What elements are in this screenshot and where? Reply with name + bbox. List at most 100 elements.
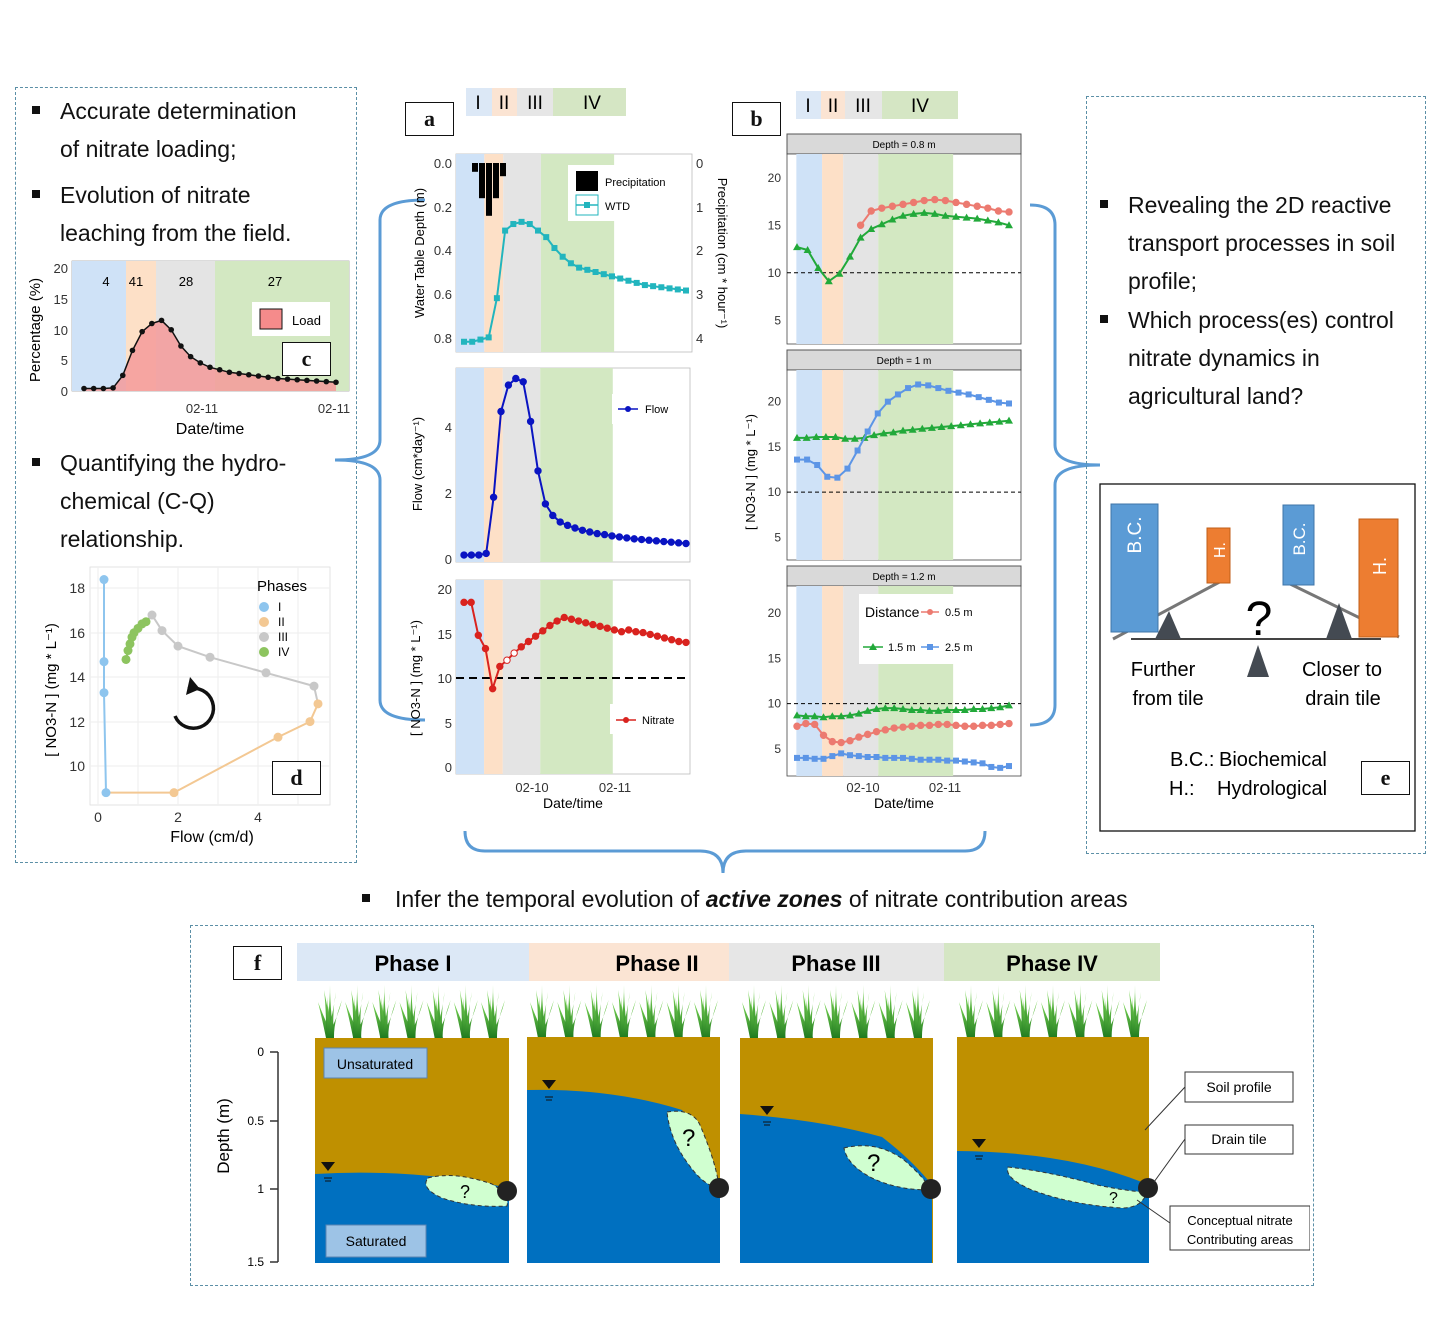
facet-title: Depth = 1.2 m — [872, 572, 935, 583]
bottom-bullet-emphasis: active zones — [705, 886, 843, 912]
facet-series-point — [890, 704, 899, 712]
facet-series-point — [838, 750, 845, 757]
wtd-point — [633, 279, 640, 286]
left-bracket — [334, 198, 426, 722]
y-tick: 20 — [54, 261, 68, 276]
panel-b-phase-header: I II III IV — [796, 91, 958, 119]
facet-series-point — [863, 706, 872, 714]
facet-series-point — [907, 705, 916, 713]
facet-series-point — [944, 757, 951, 764]
load-area — [84, 320, 336, 391]
grass-blade — [453, 1002, 470, 1038]
grass-blade — [824, 1002, 840, 1038]
wtd-point — [502, 227, 509, 234]
legend-point-phase — [259, 647, 269, 657]
load-point — [187, 353, 194, 360]
caption-left: Further — [1131, 659, 1196, 681]
facet-series-point — [978, 721, 987, 730]
grass-blade — [912, 990, 922, 1038]
nitrate-point — [675, 637, 683, 646]
facet-series-point — [908, 425, 917, 433]
grass-blade — [432, 990, 443, 1038]
flow-point — [534, 467, 542, 475]
drain-tile-iv — [1138, 1178, 1158, 1198]
wtd-point — [526, 221, 533, 228]
facet-series-point — [920, 208, 929, 216]
bullet-line: leaching from the field. — [60, 220, 292, 246]
grass-blade — [426, 1002, 443, 1038]
wtd-point — [485, 334, 492, 341]
facet-series-point — [975, 394, 982, 401]
grass-blade — [1013, 1002, 1030, 1038]
grass-blade — [769, 1002, 786, 1038]
flow-point — [623, 534, 631, 542]
legend-label: Precipitation — [605, 177, 666, 189]
grass-blade — [750, 997, 758, 1038]
wtd-point — [641, 282, 648, 289]
load-series — [81, 317, 339, 392]
grass-blade — [620, 1000, 636, 1038]
y-tick: 0.6 — [434, 287, 452, 302]
phase-band — [822, 370, 844, 560]
grass-blade — [563, 990, 574, 1038]
load-point — [275, 375, 281, 382]
y-ticks-right: 0 1 2 3 4 — [696, 156, 703, 346]
legend-label: Nitrate — [642, 715, 674, 727]
grass-blade — [1019, 990, 1030, 1038]
grass-blade — [1076, 997, 1085, 1038]
phase-header-label: III — [527, 93, 543, 114]
y-tick: 1 — [257, 1182, 264, 1196]
grass-blade — [592, 1002, 601, 1038]
facet-series-point — [841, 434, 850, 442]
nitrate-point — [481, 644, 490, 653]
grass-blade — [1095, 1002, 1112, 1038]
facet-series-point — [905, 385, 912, 392]
grass-blade — [672, 990, 683, 1038]
legend-label: 0.5 m — [945, 607, 973, 619]
bar-h-right — [1358, 518, 1399, 638]
grass-blade — [702, 997, 710, 1038]
x-tick: 02-10 — [846, 780, 879, 795]
grass-blade — [324, 990, 334, 1038]
grass-blade — [584, 1002, 601, 1038]
grass-blade — [750, 1000, 766, 1038]
bottom-bullet-post: of nitrate contribution areas — [842, 886, 1128, 912]
point-phase-II — [313, 699, 323, 709]
flow-point — [652, 537, 661, 545]
panel-d-chart: [ NO3-N ] (mg * L⁻¹) 10 12 14 16 18 0 2 … — [43, 566, 331, 846]
y-tick: 0 — [257, 1045, 264, 1059]
callout-soil-profile: Soil profile — [1206, 1079, 1272, 1095]
nitrate-point — [510, 649, 518, 657]
phase-header-iv — [553, 88, 626, 116]
facet-series-point — [793, 722, 801, 730]
wtd-point — [461, 338, 467, 345]
definition-value: Biochemical — [1219, 749, 1327, 771]
facet-series-point — [927, 423, 936, 431]
wtd-point — [658, 284, 665, 291]
grass-blade — [884, 990, 895, 1038]
facet-series-point — [846, 737, 854, 745]
facet-series-point — [888, 215, 897, 223]
facet-series-point — [854, 447, 861, 454]
y-tick: 0 — [445, 760, 452, 775]
phase-title-bar-iv — [944, 943, 1160, 981]
grass-blade — [886, 1002, 895, 1038]
grass-blade — [1049, 1000, 1065, 1038]
facet-series-point — [874, 410, 881, 417]
facet-series-point — [937, 423, 946, 430]
facet-series-point — [850, 434, 859, 442]
phase-pct-label: 28 — [179, 274, 193, 289]
y-tick: 14 — [69, 669, 85, 685]
facet-series-point — [976, 419, 985, 427]
bullet-line: relationship. — [60, 526, 185, 552]
flow-point — [541, 500, 550, 508]
y-ticks: 0 5 10 15 20 — [54, 261, 68, 399]
facet-series-point — [828, 737, 837, 746]
grass-blade — [620, 1002, 628, 1038]
facet-series-point — [793, 243, 801, 251]
facet-series-point — [920, 196, 928, 205]
bc-label: B.C. — [1290, 522, 1309, 555]
flow-point — [645, 536, 653, 544]
legend-label: WTD — [605, 201, 630, 213]
y-tick: 2 — [696, 243, 703, 258]
